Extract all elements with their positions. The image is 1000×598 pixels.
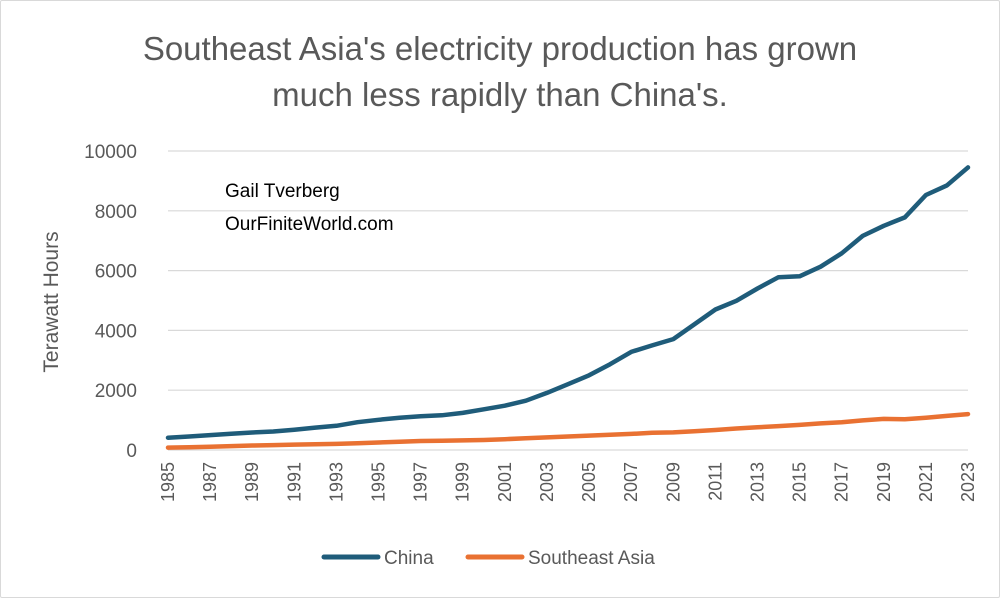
x-tick-label: 1985 [158,462,178,502]
chart-title-line-2: much less rapidly than China's. [272,76,728,113]
series-line-china [165,165,971,440]
x-tick-label: 1991 [284,462,304,502]
y-tick-label: 8000 [95,202,137,223]
x-tick-label: 2007 [621,462,641,502]
x-tick-label: 2005 [579,462,599,502]
x-tick-label: 1997 [411,462,431,502]
x-tick-label: 2023 [958,462,978,502]
chart-title: Southeast Asia's electricity production … [60,26,940,118]
x-tick-label: 2011 [705,462,725,501]
series-line-southeast-asia [165,411,971,450]
y-tick-label: 6000 [95,262,137,283]
y-axis-title: Terawatt Hours [40,231,63,372]
legend-label-china: China [384,548,434,569]
series-lines [165,165,971,450]
x-tick-label: 1995 [369,462,389,502]
y-tick-label: 0 [126,441,137,462]
x-tick-label: 2021 [916,462,936,502]
x-tick-label: 1989 [242,462,262,502]
x-tick-label: 2009 [663,462,683,502]
x-tick-label: 1999 [453,462,473,502]
x-tick-label: 1987 [200,462,220,502]
legend-label-southeast-asia: Southeast Asia [528,548,655,569]
x-tick-label: 2013 [747,462,767,502]
x-tick-label: 2019 [874,462,894,502]
y-axis-ticks: 0 2000 4000 6000 8000 10000 [84,142,137,462]
x-axis-ticks: 1985 1987 1989 1991 1993 1995 1997 1999 2001 2003… [158,462,978,502]
legend: China Southeast Asia [321,548,655,569]
annotation-website: OurFiniteWorld.com [225,214,394,235]
gridlines [168,150,968,451]
y-tick-label: 4000 [95,321,137,342]
chart-title-line-1: Southeast Asia's electricity production … [142,30,858,67]
x-tick-label: 2015 [790,462,810,502]
x-tick-label: 2017 [832,462,852,502]
annotation-author: Gail Tverberg [225,181,340,202]
y-tick-label: 10000 [84,142,137,163]
x-tick-label: 1993 [326,462,346,502]
x-tick-label: 2003 [537,462,557,502]
x-tick-label: 2001 [495,462,515,502]
y-tick-label: 2000 [95,381,137,402]
